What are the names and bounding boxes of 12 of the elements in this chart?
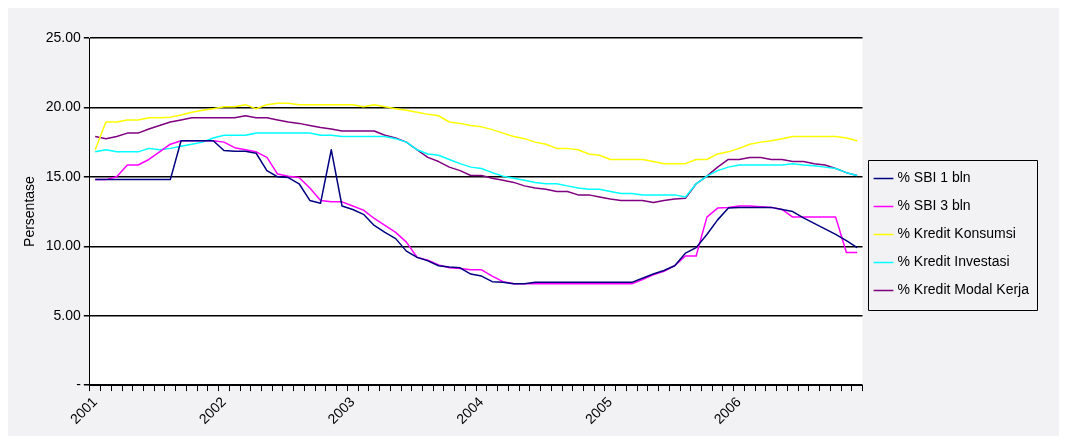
y-tick-label: 20.00 (45, 98, 82, 115)
legend-label: % Kredit Modal Kerja (897, 281, 1030, 298)
y-tick-label: 25.00 (45, 28, 82, 45)
legend-label: % Kredit Investasi (897, 253, 1010, 270)
y-tick-label: 5.00 (53, 306, 82, 323)
legend-label: % Kredit Konsumsi (897, 225, 1016, 242)
y-tick-label: 15.00 (45, 167, 82, 184)
legend-label: % SBI 1 bln (897, 169, 971, 186)
y-axis-title: Persentase (21, 175, 38, 247)
legend-label: % SBI 3 bln (897, 197, 971, 214)
y-tick-label: 10.00 (45, 237, 82, 254)
y-tick-label: - (76, 375, 82, 392)
